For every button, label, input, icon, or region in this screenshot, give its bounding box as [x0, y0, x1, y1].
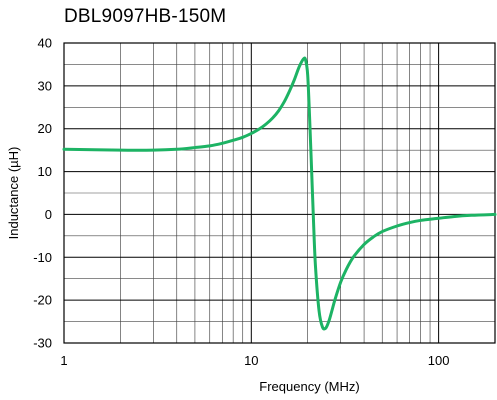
y-tick-label: -10 [33, 250, 52, 265]
y-tick-label: -20 [33, 293, 52, 308]
y-tick-label: 40 [38, 36, 52, 51]
y-tick-label: -30 [33, 336, 52, 351]
y-axis-title: Inductance (µH) [6, 147, 21, 240]
y-tick-label: 10 [38, 164, 52, 179]
y-tick-label: 20 [38, 121, 52, 136]
tick-layer: -30 -20 -10 0 10 20 30 40 1 10 100 [33, 36, 449, 369]
series-line-0 [62, 56, 497, 331]
y-tick-label: 0 [45, 207, 52, 222]
y-tick-label: 30 [38, 78, 52, 93]
x-tick-label: 100 [428, 353, 450, 368]
series-layer [62, 56, 497, 331]
x-tick-label: 1 [60, 353, 67, 368]
plot-frame [63, 42, 496, 344]
chart-title: DBL9097HB-150M [64, 6, 227, 27]
x-axis-title: Frequency (MHz) [259, 379, 359, 394]
grid-layer [64, 43, 495, 343]
x-tick-label: 10 [244, 353, 258, 368]
